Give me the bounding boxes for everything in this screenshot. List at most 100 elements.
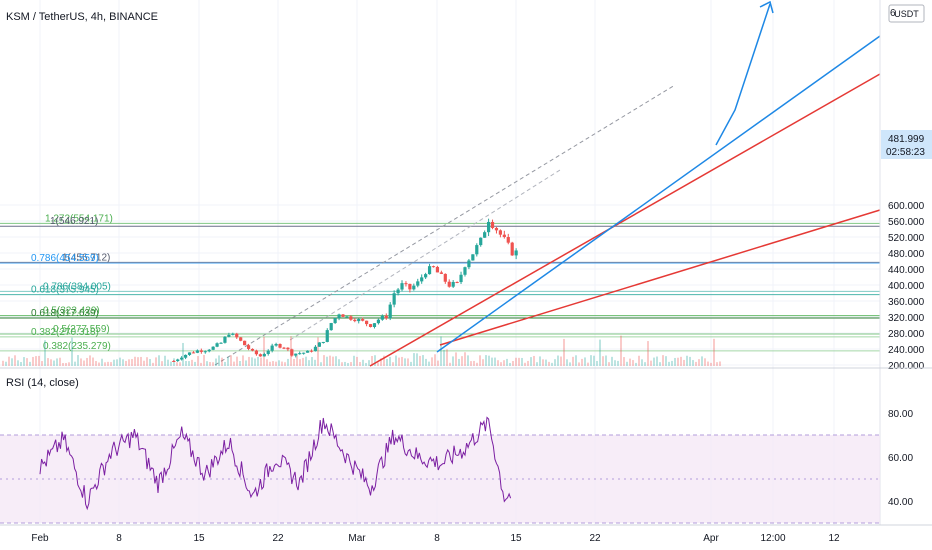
volume-bar	[479, 355, 481, 366]
volume-bar	[164, 355, 166, 366]
volume-bar	[179, 362, 181, 366]
volume-bar	[575, 355, 577, 366]
rsi-line	[39, 416, 512, 511]
candle-body	[191, 352, 196, 354]
volume-bar	[617, 360, 619, 366]
volume-bar	[356, 356, 358, 366]
volume-bar	[530, 357, 532, 366]
volume-bar	[311, 356, 313, 366]
candle-body	[215, 343, 219, 347]
volume-bar	[20, 362, 22, 366]
volume-bar	[653, 357, 655, 366]
volume-bar	[422, 355, 424, 366]
candle-body	[384, 315, 388, 319]
volume-bar	[524, 362, 526, 366]
volume-bar	[461, 356, 463, 366]
volume-bar	[611, 356, 613, 366]
candle-body	[235, 333, 239, 338]
candle-body	[455, 281, 459, 283]
candle-body	[203, 351, 207, 353]
price-tick-label: 440.000	[888, 265, 925, 276]
time-tick-label: 15	[193, 533, 205, 544]
volume-bar	[299, 359, 301, 366]
volume-bar	[458, 358, 460, 366]
volume-bar	[623, 357, 625, 366]
projection-arrow-line	[715, 3, 771, 146]
volume-bar	[95, 361, 97, 366]
dashed-channel-lower	[289, 169, 561, 341]
volume-bar	[701, 356, 703, 366]
time-tick-label: 8	[116, 533, 122, 544]
volume-bar	[413, 353, 415, 366]
volume-bar	[677, 357, 679, 366]
volume-bar	[452, 356, 454, 366]
candle-body	[451, 281, 455, 287]
volume-bar	[584, 357, 586, 366]
candle-body	[250, 348, 255, 351]
volume-bar	[515, 357, 517, 366]
volume-bar	[350, 362, 352, 366]
volume-bar	[620, 335, 622, 366]
candle-body	[219, 342, 223, 344]
candle-body	[427, 266, 432, 275]
volume-bar	[377, 362, 379, 366]
volume-bar	[227, 356, 229, 366]
volume-bar	[599, 339, 601, 366]
trendlines	[369, 0, 881, 367]
volume-bar	[560, 356, 562, 366]
volume-bar	[11, 358, 13, 366]
time-tick-label: 15	[510, 533, 522, 544]
volume-bar	[119, 357, 121, 366]
volume-bar	[98, 362, 100, 366]
candle-body	[357, 319, 361, 322]
volume-bar	[626, 361, 628, 366]
volume-bar	[449, 362, 451, 366]
volume-bar	[698, 359, 700, 366]
volume-bar	[71, 337, 73, 366]
volume-bar	[116, 359, 118, 366]
volume-bar	[86, 357, 88, 366]
candle-body	[290, 349, 294, 356]
candle-body	[254, 350, 259, 355]
volume-bar	[77, 355, 79, 366]
rsi-tick-label: 40.00	[888, 497, 913, 508]
volume-bar	[485, 355, 487, 366]
volume-bar	[518, 357, 520, 366]
volume-bar	[155, 357, 157, 366]
volume-bar	[593, 355, 595, 366]
volume-bar	[275, 361, 277, 366]
volume-bar	[272, 361, 274, 366]
candle-body	[372, 323, 377, 328]
candle-body	[286, 347, 290, 350]
candle-body	[365, 320, 369, 325]
volume-bar	[149, 359, 151, 366]
volume-bar	[536, 362, 538, 366]
volume-bar	[293, 358, 295, 366]
volume-bar	[68, 362, 70, 366]
fib-level-label: 0.786(384.005)	[43, 281, 111, 292]
volume-bar	[407, 358, 409, 366]
volume-bar	[410, 361, 412, 366]
candle-body	[380, 315, 384, 320]
volume-bar	[368, 360, 370, 366]
volume-bar	[392, 362, 394, 366]
volume-bars	[2, 335, 721, 366]
volume-bar	[509, 362, 511, 366]
volume-bar	[455, 352, 457, 366]
volume-bar	[674, 357, 676, 366]
currency-badge[interactable]	[888, 4, 925, 23]
volume-bar	[641, 359, 643, 366]
volume-bar	[173, 358, 175, 366]
volume-bar	[497, 360, 499, 366]
volume-bar	[569, 362, 571, 366]
candle-body	[341, 314, 345, 317]
volume-bar	[224, 361, 226, 366]
volume-bar	[344, 361, 346, 366]
volume-bar	[488, 355, 490, 366]
volume-bar	[551, 362, 553, 366]
volume-bar	[686, 355, 688, 366]
fib-level-label: 0.5(323.429)	[43, 306, 100, 317]
price-tick-label: 320.000	[888, 313, 925, 324]
volume-bar	[605, 355, 607, 366]
